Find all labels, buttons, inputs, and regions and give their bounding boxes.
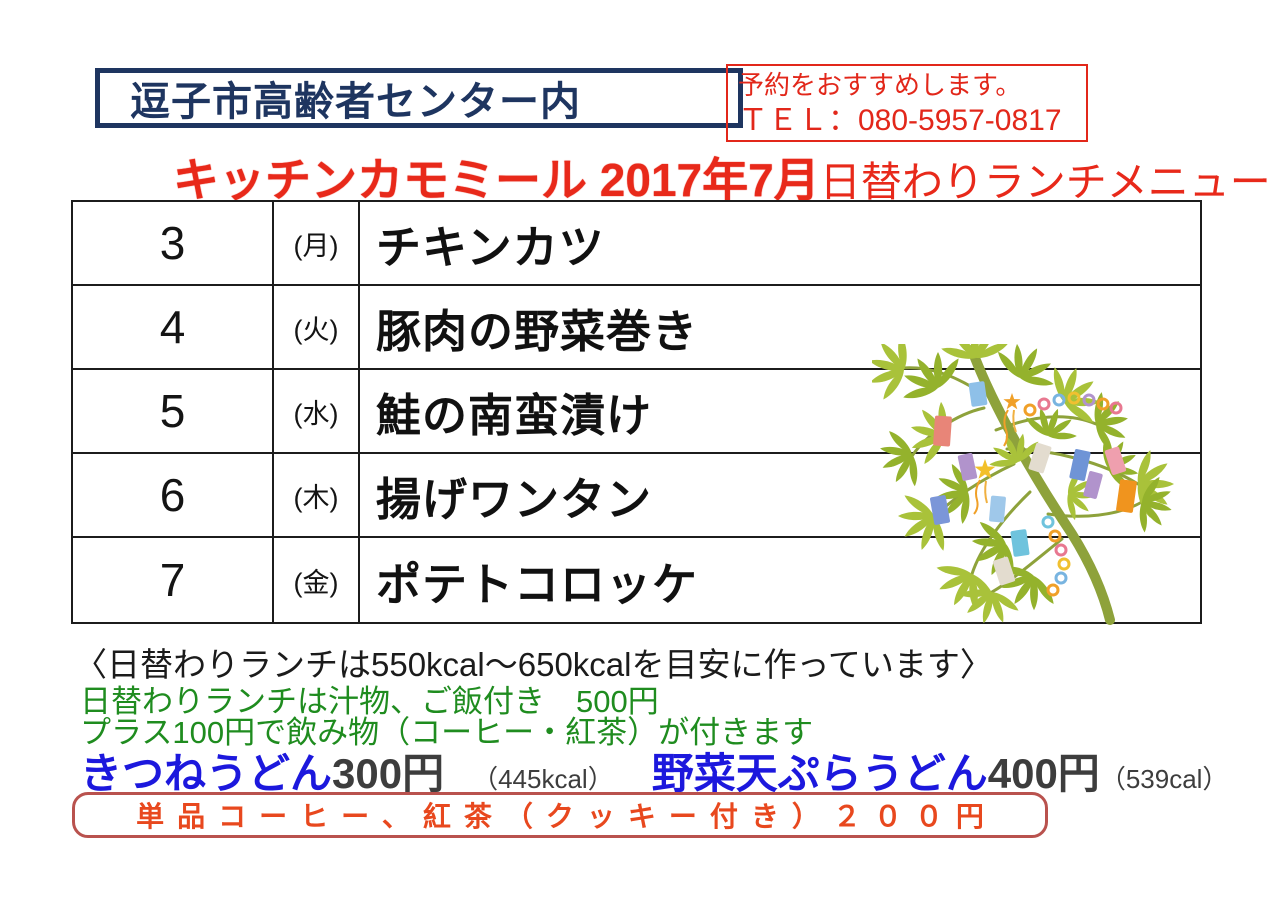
dish-cell: 鮭の南蛮漬け (360, 370, 1200, 454)
venue-box: 逗子市高齢者センター内 (95, 68, 743, 128)
udon2-kcal: （539cal） (1099, 764, 1229, 794)
phone-number: ＴＥＬ：080-5957-0817 (738, 103, 1062, 137)
dish-cell: 揚げワンタン (360, 454, 1200, 538)
venue-title: 逗子市高齢者センター内 (130, 80, 581, 124)
udon1-name: きつねうどん (80, 750, 333, 797)
title-brand: キッチンカモミール 2017年7月 (173, 154, 820, 206)
udon2-name: 野菜天ぷらうどん (651, 750, 988, 797)
dish-cell: チキンカツ (360, 202, 1200, 286)
coffee-price-box: 単品コーヒー、紅茶（クッキー付き）２００円 (72, 792, 1048, 838)
lunch-price-note: 日替わりランチは汁物、ご飯付き 500円 (80, 684, 659, 719)
reservation-note: 予約をおすすめします。 (738, 70, 1022, 100)
weekday-cell: (木) (274, 454, 360, 538)
reservation-box: 予約をおすすめします。 ＴＥＬ：080-5957-0817 (726, 64, 1088, 142)
dish-cell: 豚肉の野菜巻き (360, 286, 1200, 370)
weekday-cell: (水) (274, 370, 360, 454)
weekday-cell: (火) (274, 286, 360, 370)
udon1-kcal: （445kcal） (472, 764, 614, 794)
page-title: キッチンカモミール 2017年7月日替わりランチメニュー (173, 144, 1271, 210)
udon1-price: 300円 (332, 750, 445, 797)
drink-option-note: プラス100円で飲み物（コーヒー・紅茶）が付きます (80, 715, 814, 750)
lunch-menu-table: 3 (月) チキンカツ 4 (火) 豚肉の野菜巻き 5 (水) 鮭の南蛮漬け 6… (71, 200, 1202, 624)
title-suffix: 日替わりランチメニュー (819, 159, 1271, 205)
weekday-cell: (金) (274, 538, 360, 622)
day-cell: 4 (73, 286, 274, 370)
kcal-note: 〈日替わりランチは550kcal～650kcalを目安に作っています〉 (74, 646, 993, 683)
udon-menu-line: きつねうどん 300円 （445kcal） 野菜天ぷらうどん 400円 （539… (80, 740, 1228, 801)
day-cell: 5 (73, 370, 274, 454)
udon2-price: 400円 (987, 750, 1100, 797)
weekday-cell: (月) (274, 202, 360, 286)
day-cell: 7 (73, 538, 274, 622)
day-cell: 3 (73, 202, 274, 286)
coffee-price-text: 単品コーヒー、紅茶（クッキー付き）２００円 (136, 801, 997, 832)
dish-cell: ポテトコロッケ (376, 558, 699, 610)
day-cell: 6 (73, 454, 274, 538)
